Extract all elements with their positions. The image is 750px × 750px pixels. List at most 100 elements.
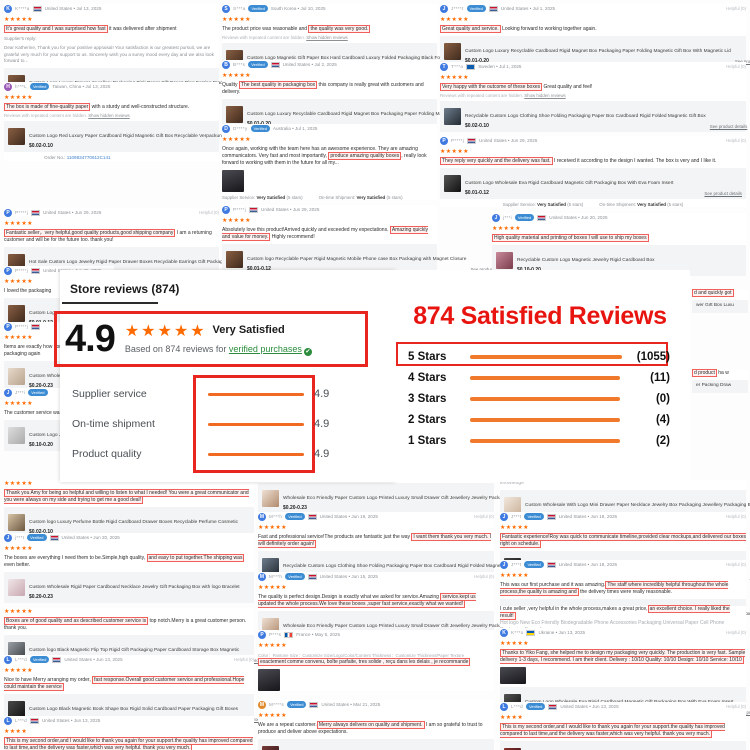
rating-stars: ★★★★★ (500, 525, 529, 531)
review-location: France • May 6, 2025 (296, 632, 341, 637)
product-row[interactable]: er Packing Draw (692, 380, 748, 393)
star-row[interactable]: 3 Stars (0) (408, 388, 670, 409)
avatar: M (258, 572, 266, 581)
highlight: Fantastic experience!Roy was quick to co… (500, 532, 747, 548)
product-title: Custom Logo Magnetic Gift Paper Box Hard… (247, 55, 473, 61)
store-reviews-title: Store reviews (874) (70, 282, 180, 296)
product-row[interactable]: Custom logo Black Magnetic Flip Top Rigi… (258, 738, 494, 750)
rating-stars: ★★★★★ (440, 149, 469, 155)
reviewer-name: K***o (511, 630, 524, 635)
product-row[interactable]: wer Gift Box Luxu (692, 300, 748, 313)
product-thumbnail (262, 490, 279, 507)
helpful-button[interactable]: Helpful (0) (726, 630, 746, 635)
flag-icon (32, 5, 42, 12)
helpful-button[interactable]: Helpful (0) (726, 138, 746, 143)
review-photo[interactable] (500, 666, 526, 684)
product-price: $0.10-0.20 (29, 441, 53, 448)
see-product-details-link[interactable]: See product details (704, 190, 742, 196)
verified-badge: Verified (285, 513, 305, 520)
star-row[interactable]: 1 Stars (2) (408, 430, 670, 451)
product-row[interactable]: Custom Logo Wholesale Eva Rigid Cardboar… (440, 167, 746, 199)
supplier-reply-text: Dear Katherine, Thank you for your posit… (4, 45, 214, 64)
highlight: Thank you Amy for being so helpful and w… (4, 488, 249, 504)
review-header: L L***d Verified United States • Jun 13,… (4, 655, 254, 664)
reviewer-name: P****j (451, 138, 465, 143)
product-row[interactable]: Custom Logo Red Luxury Paper Cardboard R… (4, 120, 224, 152)
reviewer-name: j***t (15, 535, 25, 540)
store-reviews-card: Store reviews (874) 4.9 ★★★★★ Very Satisf… (54, 270, 395, 482)
show-hidden-reviews-link[interactable]: Show hidden reviews (524, 92, 566, 98)
helpful-button[interactable]: Helpful (0) (726, 64, 746, 69)
review-header: D D****y Verified Australia • Jul 1, 202… (222, 124, 437, 133)
see-product-details-link[interactable]: See product details (734, 58, 750, 64)
review-photo[interactable] (258, 668, 280, 691)
see-product-details-link[interactable]: See product details (470, 266, 509, 272)
helpful-button[interactable]: Helpful (0) (474, 574, 494, 579)
reviewer-name: h***L (15, 84, 27, 89)
review-location: Taiwan, China • Jul 13, 2025 (52, 84, 111, 89)
product-price: $0.20-0.23 (29, 593, 53, 600)
verified-badge: Verified (287, 701, 307, 708)
verified-badge: Verified (250, 125, 270, 132)
avatar: J (4, 388, 12, 397)
review-header: T T***a Sweden • Jul 1, 2025 Helpful (0) (440, 62, 746, 71)
product-title: Custom logo Luxury Perfume Bottle Rigid … (29, 519, 239, 525)
review-header: B B***s Verified United States • Jul 2, … (222, 60, 437, 69)
star-row[interactable]: 5 Stars (1055) (408, 346, 670, 367)
review-text: Boxes are of good quality and as describ… (4, 616, 247, 631)
review-text: exactement comme convenu, boîte parfaite… (258, 657, 494, 666)
helpful-button[interactable]: Helpful (0) (726, 514, 746, 519)
helpful-button[interactable]: Helpful (0) (726, 562, 746, 567)
helpful-button[interactable]: Helpful (0) (726, 704, 746, 709)
product-row[interactable]: Custom logo Recyclable Paper Rigid Magne… (222, 243, 508, 275)
highlight: The best quality in packaging box (238, 80, 318, 89)
product-price: $0.01-0.20 (465, 57, 489, 64)
product-title: Custom Wholesale Rigid Paper Cardboard N… (29, 584, 240, 590)
highlight: Very happy with the outcome of these box… (440, 82, 543, 91)
product-thumbnail (8, 426, 25, 444)
flag-icon (29, 717, 39, 724)
review-location: Sweden • Jul 1, 2025 (478, 64, 522, 69)
avatar: J (4, 533, 12, 542)
review-text: Once again, working with the team here h… (222, 145, 427, 166)
helpful-button[interactable]: Helpful (0) (726, 6, 746, 11)
flag-icon (307, 573, 317, 580)
satisfaction-label: Very Satisfied (212, 323, 285, 336)
review-location: South Korea • Jul 10, 2025 (270, 6, 326, 11)
see-product-details-link[interactable]: See product details (709, 123, 748, 129)
review-text: Nice to have Merry arranging my order, f… (4, 675, 245, 691)
product-row[interactable]: Custom Logo Luxury Recyclable Cardboard … (440, 35, 750, 67)
star-row[interactable]: 4 Stars (11) (408, 367, 670, 388)
metric-row: Product quality 4.9 (72, 448, 382, 460)
verified-badge: Verified (466, 5, 486, 12)
avatar: T (440, 62, 448, 71)
review-photo[interactable] (222, 169, 244, 192)
product-row[interactable]: Custom Logo Red Luxury Paper Cardboard R… (500, 740, 746, 750)
average-score: 4.9 (65, 318, 116, 360)
product-row[interactable]: Custom Wholesale Rigid Paper Cardboard N… (4, 571, 254, 603)
product-title: Custom logo Black Magnetic Flip Top Rigi… (29, 647, 240, 653)
review-header: J J***t Verified United States • Jun 18,… (500, 512, 746, 521)
product-row[interactable]: Recyclable Custom Logo Clothing Shoe Fol… (440, 100, 748, 132)
show-hidden-reviews-link[interactable]: Show hidden reviews (88, 112, 130, 118)
review-header: M M***h Verified United States • Jun 19,… (258, 512, 494, 521)
review-header: L L***d Verified United States • Jun 13,… (500, 702, 746, 711)
metric-label: Product quality (72, 448, 142, 460)
product-row[interactable]: Custom logo Luxury Perfume Bottle Rigid … (4, 506, 254, 538)
product-row[interactable]: Wholesale Eco Friendly Paper Custom Logo… (258, 483, 562, 514)
star-row[interactable]: 2 Stars (4) (408, 409, 670, 430)
show-hidden-reviews-link[interactable]: Show hidden reviews (306, 34, 348, 40)
review-text: I loved the packaging (4, 287, 52, 294)
review-location: United States • Jul 2, 2025 (282, 62, 337, 67)
avatar: K (500, 628, 508, 637)
reviewer-name: D****y (233, 126, 248, 131)
helpful-button[interactable]: Helpful (0) (199, 210, 219, 215)
helpful-button[interactable]: Helpful (0) (234, 657, 254, 662)
review-header: L L***d United States • Jun 13, 2025 (4, 716, 254, 725)
star-bar (470, 354, 622, 359)
review-location: United States • Jul 13, 2025 (44, 6, 102, 11)
verified-purchases-link[interactable]: verified purchases (228, 343, 302, 354)
helpful-button[interactable]: Helpful (0) (474, 514, 494, 519)
verified-badge: Verified (248, 5, 268, 12)
